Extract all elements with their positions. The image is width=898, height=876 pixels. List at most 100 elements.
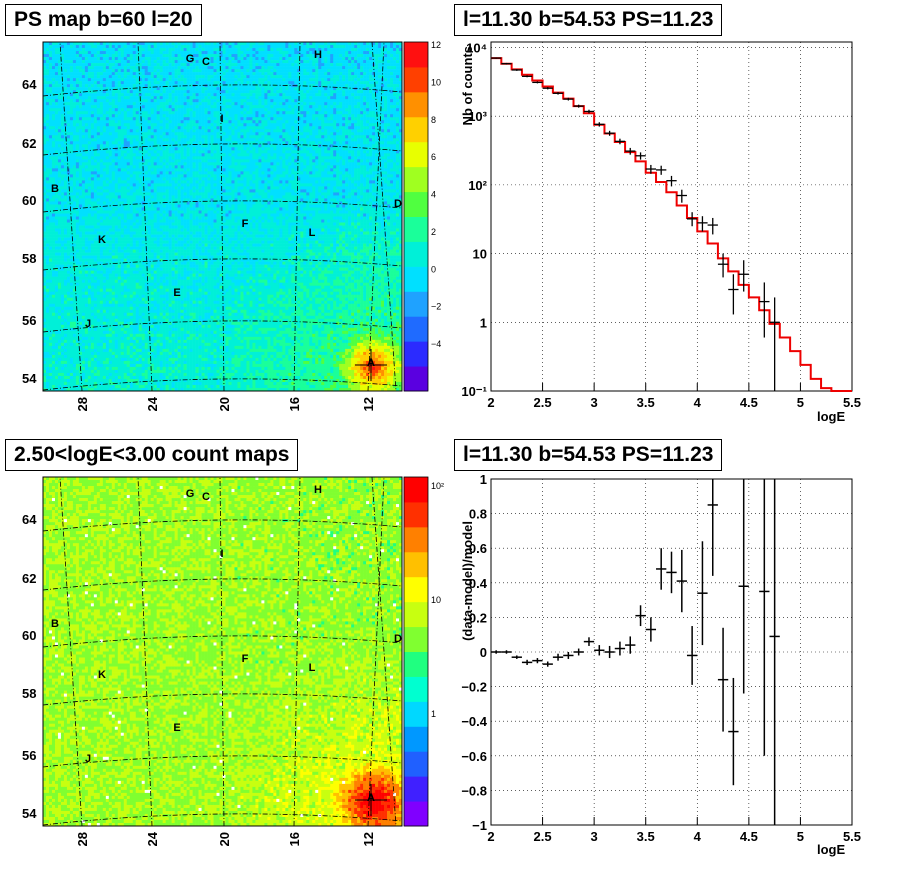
latitude-label: 54 [22, 371, 37, 386]
source-label-i: I [220, 113, 223, 125]
latitude-label: 56 [22, 748, 36, 763]
data-point [501, 63, 511, 65]
y-tick-label: −0.2 [461, 680, 487, 695]
colorbar-label: 1 [431, 709, 436, 719]
source-label-g: G [186, 488, 195, 500]
source-label-c: C [202, 491, 210, 503]
longitude-label: 12 [361, 397, 376, 411]
ps-map-panel: 6462605856542824201612GCHIBDFLKEJA121086… [0, 0, 449, 430]
count-map-panel: 6462605856542824201612GCHIBDFLKEJA10²101… [0, 435, 449, 871]
x-tick-label: 4.5 [740, 829, 758, 844]
latitude-label: 62 [22, 571, 36, 586]
ps-map: 6462605856542824201612GCHIBDFLKEJA121086… [0, 0, 449, 430]
longitude-label: 16 [287, 832, 302, 846]
longitude-label: 24 [145, 396, 160, 411]
latitude-label: 64 [22, 512, 37, 527]
y-tick-label: 10² [468, 178, 487, 193]
colorbar-label: 0 [431, 264, 436, 274]
x-tick-label: 3 [591, 829, 598, 844]
x-tick-label: 4 [694, 395, 702, 410]
colorbar-label: 10² [431, 481, 444, 491]
spectrum-title: l=11.30 b=54.53 PS=11.23 [454, 4, 722, 36]
longitude-label: 28 [75, 397, 90, 411]
x-tick-label: 3.5 [637, 829, 655, 844]
y-axis-label: Nb of counts [460, 46, 475, 125]
residual-title: l=11.30 b=54.53 PS=11.23 [454, 439, 722, 471]
x-tick-label: 2.5 [534, 395, 552, 410]
latitude-label: 56 [22, 313, 36, 328]
longitude-label: 24 [145, 831, 160, 846]
x-tick-label: 3 [591, 395, 598, 410]
source-label-e: E [173, 722, 180, 734]
data-point [512, 69, 522, 71]
source-label-j: J [85, 753, 91, 765]
source-label-d: D [394, 198, 402, 210]
x-tick-label: 5 [797, 829, 804, 844]
longitude-label: 20 [217, 397, 232, 411]
x-tick-label: 5 [797, 395, 804, 410]
x-tick-label: 2 [487, 395, 494, 410]
colorbar-label: −2 [431, 302, 441, 312]
source-label-e: E [173, 287, 180, 299]
source-label-l: L [309, 227, 316, 239]
y-tick-label: 1 [480, 472, 487, 487]
x-tick-label: 5.5 [843, 395, 861, 410]
ct-colorbar [404, 477, 428, 827]
y-tick-label: 10 [473, 247, 487, 262]
source-label-f: F [242, 218, 249, 230]
ps-heatmap [43, 42, 402, 391]
count-map-title: 2.50<logE<3.00 count maps [5, 439, 298, 471]
longitude-label: 16 [287, 397, 302, 411]
colorbar-label: 12 [431, 40, 441, 50]
latitude-label: 60 [22, 628, 36, 643]
plot-frame [491, 42, 852, 391]
y-tick-label: −0.8 [461, 783, 487, 798]
x-tick-label: 2 [487, 829, 494, 844]
source-label-g: G [186, 53, 195, 65]
y-tick-label: −1 [472, 818, 487, 833]
y-tick-label: 1 [480, 315, 487, 330]
source-label-l: L [309, 662, 316, 674]
x-tick-label: 2.5 [534, 829, 552, 844]
x-tick-label: 4.5 [740, 395, 758, 410]
longitude-label: 12 [361, 832, 376, 846]
x-axis-label: logE [817, 409, 845, 424]
latitude-label: 58 [22, 251, 36, 266]
source-label-d: D [394, 633, 402, 645]
source-label-k: K [98, 669, 106, 681]
colorbar-label: 4 [431, 190, 436, 200]
source-label-c: C [202, 56, 210, 68]
colorbar-label: 6 [431, 152, 436, 162]
colorbar-label: −4 [431, 339, 441, 349]
colorbar-label: 10 [431, 77, 441, 87]
source-label-j: J [85, 318, 91, 330]
ps-map-title: PS map b=60 l=20 [5, 4, 202, 36]
source-label-i: I [220, 548, 223, 560]
latitude-label: 60 [22, 193, 36, 208]
ct-heatmap [43, 477, 402, 826]
x-tick-label: 3.5 [637, 395, 655, 410]
colorbar-label: 2 [431, 227, 436, 237]
source-label-f: F [242, 653, 249, 665]
x-tick-label: 4 [694, 829, 702, 844]
ps-colorbar [404, 42, 428, 392]
colorbar-label: 8 [431, 115, 436, 125]
x-tick-label: 5.5 [843, 829, 861, 844]
source-label-h: H [314, 49, 322, 61]
longitude-label: 20 [217, 832, 232, 846]
source-label-k: K [98, 234, 106, 246]
y-tick-label: 10⁻¹ [461, 384, 487, 399]
source-label-b: B [51, 183, 59, 195]
y-axis-label: (data-model)/model [460, 521, 475, 641]
latitude-label: 62 [22, 136, 36, 151]
data-point [491, 57, 501, 58]
y-tick-label: −0.4 [461, 714, 487, 729]
source-label-h: H [314, 484, 322, 496]
y-tick-label: 0 [480, 645, 487, 660]
y-tick-label: 0.8 [469, 507, 487, 522]
y-tick-label: −0.6 [461, 749, 487, 764]
x-axis-label: logE [817, 842, 845, 857]
